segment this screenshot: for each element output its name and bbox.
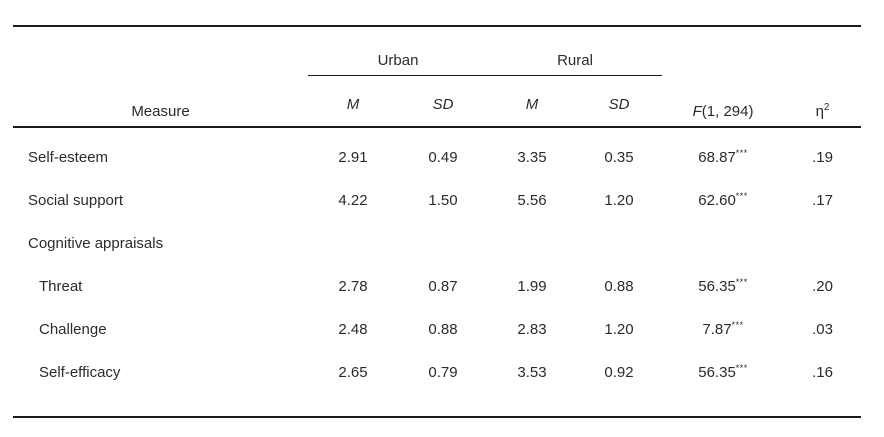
cell-rural-sd: 0.92	[604, 364, 634, 381]
cell-urban-mean	[308, 222, 398, 265]
column-header-measure: Measure	[13, 26, 308, 128]
column-header-rural-mean: M	[488, 75, 577, 128]
anova-results-table: Measure Urban Rural F(1, 294) η2 M SD M …	[13, 25, 862, 418]
cell-rural-sd: 0.88	[604, 278, 634, 295]
table-row-cognitive-appraisals: Cognitive appraisals	[13, 222, 861, 265]
row-label: Challenge	[39, 321, 107, 338]
cell-urban-mean: 2.65	[338, 364, 368, 381]
table-row-challenge: Challenge 2.48 0.88 2.83 1.20 7.87*** .0…	[13, 308, 861, 351]
f-degrees-of-freedom: (1, 294)	[701, 103, 754, 120]
eta-exponent: 2	[823, 102, 830, 113]
cell-urban-mean: 4.22	[338, 192, 368, 209]
eta-symbol: η	[815, 103, 824, 120]
f-value: 7.87	[702, 321, 732, 338]
f-value: 68.87	[698, 149, 736, 166]
column-header-urban-mean: M	[308, 75, 398, 128]
row-label: Threat	[39, 278, 83, 295]
f-value: 62.60	[698, 192, 736, 209]
spacer-row	[13, 394, 861, 417]
cell-urban-sd: 0.88	[428, 321, 458, 338]
cell-urban-mean: 2.48	[338, 321, 368, 338]
cell-urban-sd: 0.79	[428, 364, 458, 381]
cell-rural-sd: 1.20	[604, 321, 634, 338]
cell-eta-squared: .16	[812, 364, 833, 381]
cell-urban-mean: 2.78	[338, 278, 368, 295]
cell-rural-mean	[488, 222, 576, 265]
column-group-urban: Urban	[308, 26, 489, 76]
cell-rural-mean: 3.35	[517, 149, 547, 166]
cell-rural-sd: 1.20	[604, 192, 634, 209]
significance-stars: ***	[735, 191, 748, 201]
table-row-social-support: Social support 4.22 1.50 5.56 1.20 62.60…	[13, 179, 861, 222]
table-row-self-efficacy: Self-efficacy 2.65 0.79 3.53 0.92 56.35*…	[13, 351, 861, 394]
cell-eta-squared	[784, 222, 861, 265]
significance-stars: ***	[735, 363, 748, 373]
column-group-rural: Rural	[488, 26, 663, 76]
table-row-threat: Threat 2.78 0.87 1.99 0.88 56.35*** .20	[13, 265, 861, 308]
spacer-row	[13, 127, 861, 136]
row-label: Social support	[28, 192, 124, 209]
column-header-f-statistic: F(1, 294)	[662, 26, 785, 128]
cell-urban-sd	[398, 222, 488, 265]
cell-urban-mean: 2.91	[338, 149, 368, 166]
column-header-rural-sd: SD	[576, 75, 663, 128]
cell-f-value: 56.35***	[662, 351, 784, 394]
cell-rural-mean: 5.56	[517, 192, 547, 209]
cell-urban-sd: 0.87	[428, 278, 458, 295]
f-symbol: F	[692, 103, 702, 120]
cell-f-value	[662, 222, 784, 265]
cell-urban-sd: 1.50	[428, 192, 458, 209]
cell-rural-mean: 3.53	[517, 364, 547, 381]
row-label: Self-efficacy	[39, 364, 121, 381]
cell-urban-sd: 0.49	[428, 149, 458, 166]
cell-f-value: 68.87***	[662, 136, 784, 179]
row-label-subheading: Cognitive appraisals	[28, 235, 164, 252]
cell-rural-sd	[576, 222, 662, 265]
header-row-groups: Measure Urban Rural F(1, 294) η2	[13, 26, 862, 128]
significance-stars: ***	[735, 277, 748, 287]
cell-rural-mean: 2.83	[517, 321, 547, 338]
cell-f-value: 62.60***	[662, 179, 784, 222]
column-header-urban-sd: SD	[398, 75, 489, 128]
cell-f-value: 7.87***	[662, 308, 784, 351]
f-value: 56.35	[698, 364, 736, 381]
cell-rural-mean: 1.99	[517, 278, 547, 295]
table-row-self-esteem: Self-esteem 2.91 0.49 3.35 0.35 68.87***…	[13, 136, 861, 179]
column-header-eta-squared: η2	[784, 26, 862, 128]
cell-f-value: 56.35***	[662, 265, 784, 308]
cell-eta-squared: .19	[812, 149, 833, 166]
cell-eta-squared: .20	[812, 278, 833, 295]
row-label: Self-esteem	[28, 149, 109, 166]
significance-stars: ***	[735, 148, 748, 158]
cell-eta-squared: .03	[812, 321, 833, 338]
significance-stars: ***	[731, 320, 744, 330]
cell-rural-sd: 0.35	[604, 149, 634, 166]
cell-eta-squared: .17	[812, 192, 833, 209]
f-value: 56.35	[698, 278, 736, 295]
header-row-statistics: M SD M SD	[13, 75, 861, 128]
